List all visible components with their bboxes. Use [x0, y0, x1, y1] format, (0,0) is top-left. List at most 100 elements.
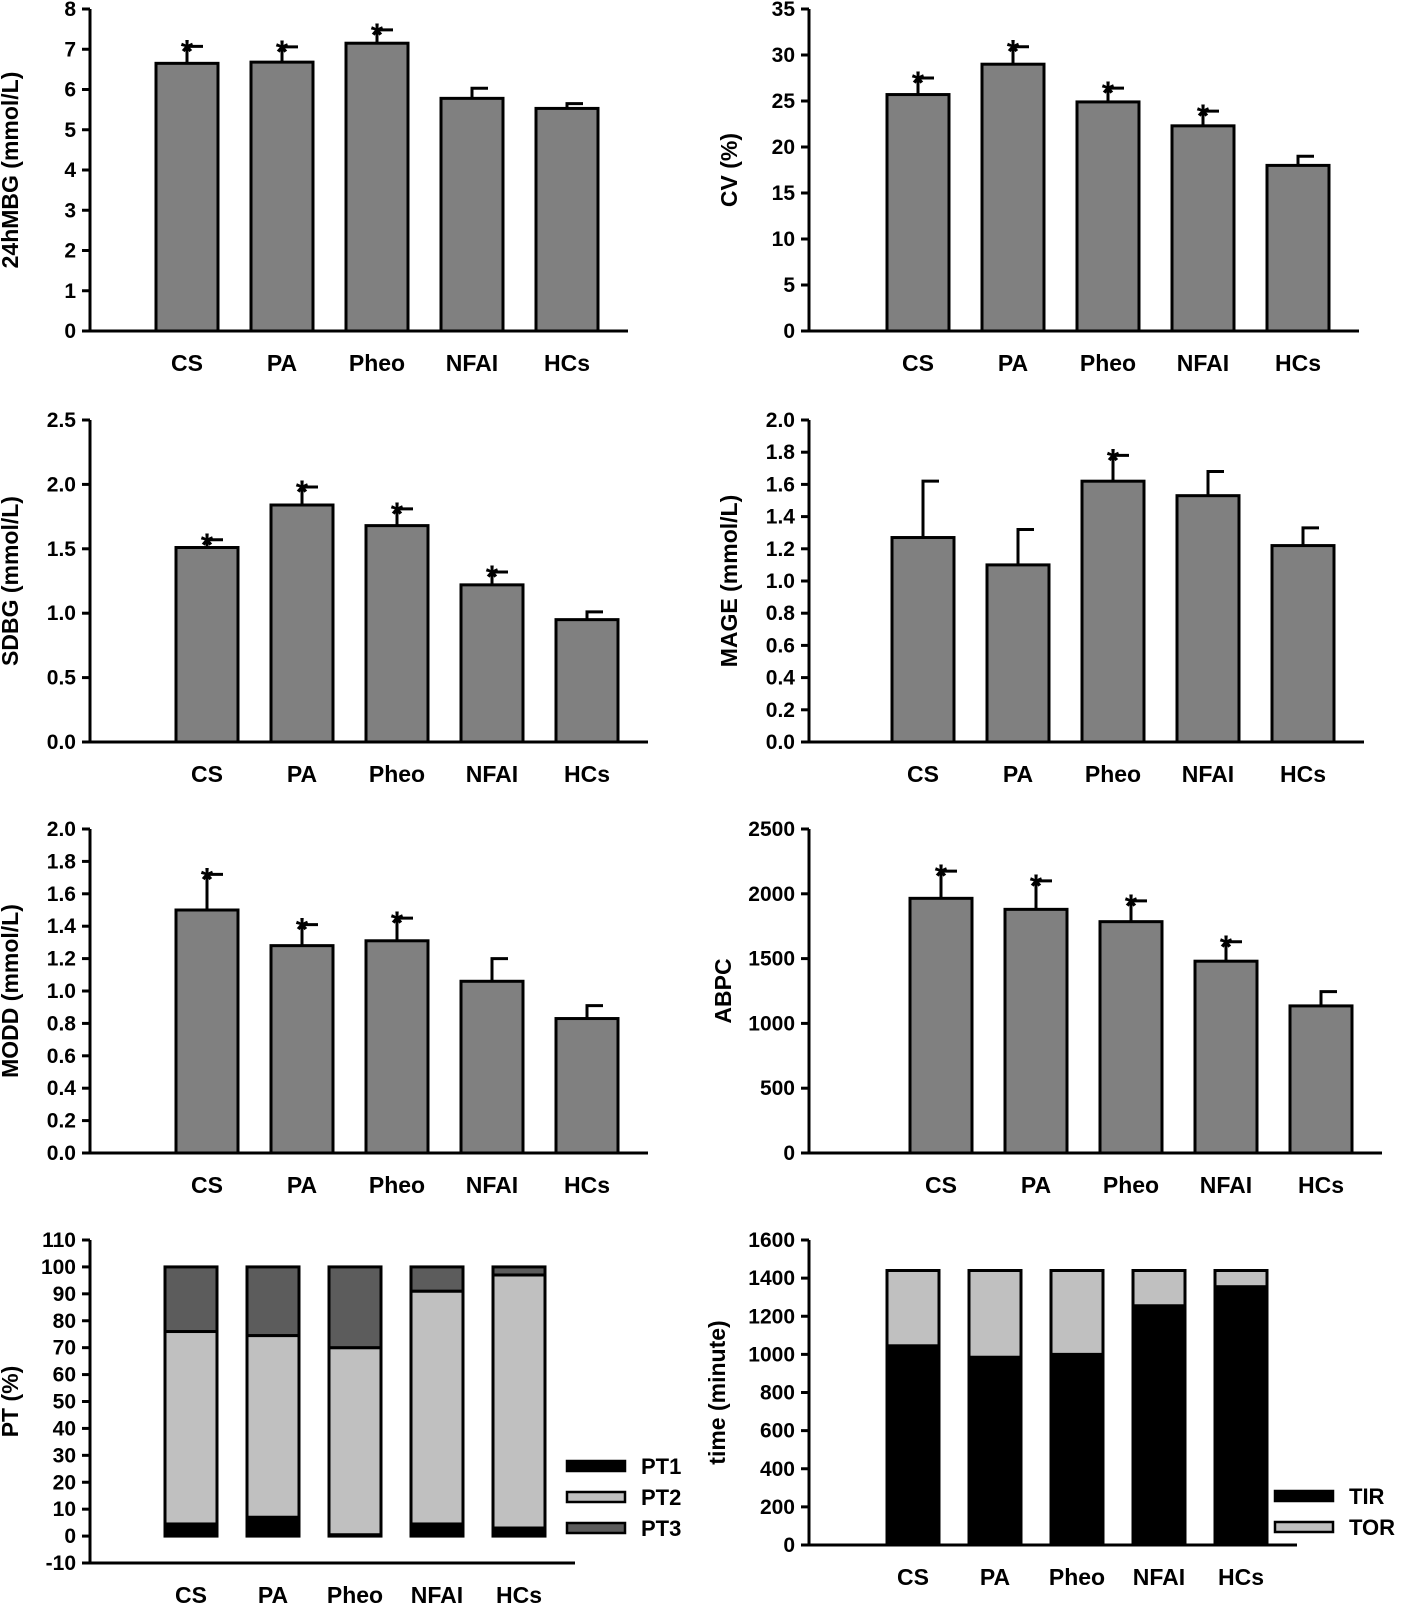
- y-tick-label: 40: [53, 1417, 76, 1440]
- y-tick-label: 15: [772, 182, 796, 205]
- significance-star: *: [1102, 75, 1115, 111]
- significance-star: *: [296, 912, 309, 948]
- chart-panel-1: 0 1 2 3 4 5 6 7 8 24hMBG (mmol/L) CS PA Pheo NFAI HCs *…: [0, 0, 628, 376]
- stacked-segment-tir: [967, 1355, 1023, 1547]
- stacked-segment-tor: [1131, 1269, 1187, 1308]
- y-tick-label: 0.5: [47, 667, 77, 690]
- y-tick-label: 1.4: [47, 915, 77, 938]
- x-category-label: NFAI: [1182, 761, 1234, 787]
- legend-label-tor: TOR: [1349, 1515, 1395, 1540]
- y-tick-label: 2: [64, 240, 76, 263]
- y-tick-label: 1000: [748, 1012, 795, 1035]
- legend-label-pt1: PT1: [641, 1454, 681, 1479]
- y-tick-label: 800: [760, 1382, 795, 1405]
- chart-panel-4: 0.0 0.2 0.4 0.6 0.8 1.0 1.2 1.4 1.6 1.8 2.0 MAGE (m…: [716, 409, 1364, 787]
- y-tick-label: 4: [64, 159, 76, 182]
- x-category-label: NFAI: [466, 761, 518, 787]
- y-tick-label: 1600: [748, 1229, 795, 1252]
- y-tick-label: 1: [64, 280, 76, 303]
- y-tick-label: 0.6: [47, 1045, 76, 1068]
- bar-pheo: [1080, 479, 1146, 744]
- y-axis-title: CV (%): [716, 133, 742, 207]
- legend-swatch-pt3: [565, 1521, 627, 1535]
- y-axis-title: SDBG (mmol/L): [0, 496, 23, 666]
- y-tick-label: 10: [53, 1498, 76, 1521]
- significance-star: *: [1030, 868, 1043, 904]
- legend-swatch-pt2: [565, 1490, 627, 1504]
- y-tick-label: 100: [41, 1256, 76, 1279]
- y-tick-label: 1500: [748, 948, 795, 971]
- stacked-segment-tir: [1213, 1285, 1269, 1547]
- x-category-label: CS: [897, 1564, 929, 1590]
- y-tick-label: 30: [772, 44, 795, 67]
- legend: TIR TOR: [1273, 1484, 1395, 1540]
- chart-panel-8: 0 200 400 600 800 1000 1200 1400 1600 time (minut…: [704, 1229, 1395, 1590]
- y-tick-label: 1000: [748, 1343, 795, 1366]
- y-tick-label: 1.8: [47, 850, 77, 873]
- x-category-label: PA: [287, 761, 317, 787]
- bar-cs: [174, 546, 240, 744]
- x-category-label: NFAI: [1177, 350, 1229, 376]
- x-category-label: NFAI: [1133, 1564, 1185, 1590]
- significance-star: *: [276, 34, 289, 70]
- significance-star: *: [1007, 34, 1020, 70]
- legend-label-tir: TIR: [1349, 1484, 1385, 1509]
- x-category-label: CS: [902, 350, 934, 376]
- y-tick-label: 0.2: [47, 1110, 76, 1133]
- y-tick-label: 20: [53, 1471, 76, 1494]
- legend: PT1 PT2 PT3: [565, 1454, 681, 1541]
- y-tick-label: 25: [772, 90, 796, 113]
- bar-pa: [980, 62, 1046, 333]
- chart-panel-5: 0.0 0.2 0.4 0.6 0.8 1.0 1.2 1.4 1.6 1.8 2.0 MODD (m…: [0, 818, 648, 1198]
- legend-swatch-tir: [1273, 1489, 1335, 1503]
- bar-hcs: [1265, 163, 1331, 333]
- chart-panel-2: 0 5 10 15 20 25 30 35 CV (%) CS PA Pheo NFAI HCs * * * *: [716, 0, 1359, 376]
- stacked-segment-pt2: [245, 1334, 301, 1519]
- x-category-label: Pheo: [369, 761, 425, 787]
- y-tick-label: 0.4: [47, 1077, 77, 1100]
- x-category-label: Pheo: [327, 1582, 383, 1605]
- y-tick-label: 20: [772, 136, 795, 159]
- x-category-label: CS: [907, 761, 939, 787]
- stacked-segment-pt2: [491, 1273, 547, 1530]
- x-category-label: HCs: [496, 1582, 542, 1605]
- legend-label-pt2: PT2: [641, 1485, 681, 1510]
- x-category-label: CS: [175, 1582, 207, 1605]
- significance-star: *: [1125, 888, 1138, 924]
- stacked-segment-tor: [967, 1269, 1023, 1359]
- stacked-segment-pt3: [327, 1265, 383, 1350]
- stacked-segment-tir: [1049, 1352, 1105, 1547]
- stacked-segment-pt3: [245, 1265, 301, 1338]
- bar-pa: [249, 60, 315, 333]
- stacked-segment-tor: [1213, 1269, 1269, 1289]
- x-category-label: Pheo: [1080, 350, 1136, 376]
- bar-cs: [890, 536, 956, 744]
- significance-star: *: [935, 858, 948, 894]
- y-tick-label: 1.5: [47, 538, 77, 561]
- y-axis-title: MAGE (mmol/L): [716, 495, 742, 668]
- y-tick-label: 0.0: [47, 1142, 76, 1165]
- y-axis-title: ABPC: [710, 958, 736, 1023]
- chart-panel-6: 0 500 1000 1500 2000 2500 ABPC CS PA Pheo NFAI HCs *…: [710, 818, 1382, 1198]
- y-tick-label: 50: [53, 1391, 76, 1414]
- bar-pheo: [364, 524, 430, 744]
- y-tick-label: 0: [64, 320, 76, 343]
- y-tick-label: 1.0: [766, 570, 795, 593]
- bar-pheo: [364, 939, 430, 1155]
- x-category-label: Pheo: [369, 1172, 425, 1198]
- x-category-label: Pheo: [349, 350, 405, 376]
- stacked-segment-pt3: [163, 1265, 219, 1334]
- significance-star: *: [371, 17, 384, 53]
- significance-star: *: [201, 527, 214, 563]
- bar-pa: [269, 944, 335, 1155]
- x-category-label: CS: [925, 1172, 957, 1198]
- y-tick-label: 1.0: [47, 980, 76, 1003]
- y-tick-label: 70: [53, 1337, 76, 1360]
- bar-cs: [154, 61, 220, 333]
- y-tick-label: 7: [64, 38, 76, 61]
- x-category-label: NFAI: [466, 1172, 518, 1198]
- y-tick-label: 1.8: [766, 441, 796, 464]
- significance-star: *: [201, 861, 214, 897]
- y-tick-label: 2000: [748, 883, 795, 906]
- stacked-segment-pt1: [245, 1515, 301, 1538]
